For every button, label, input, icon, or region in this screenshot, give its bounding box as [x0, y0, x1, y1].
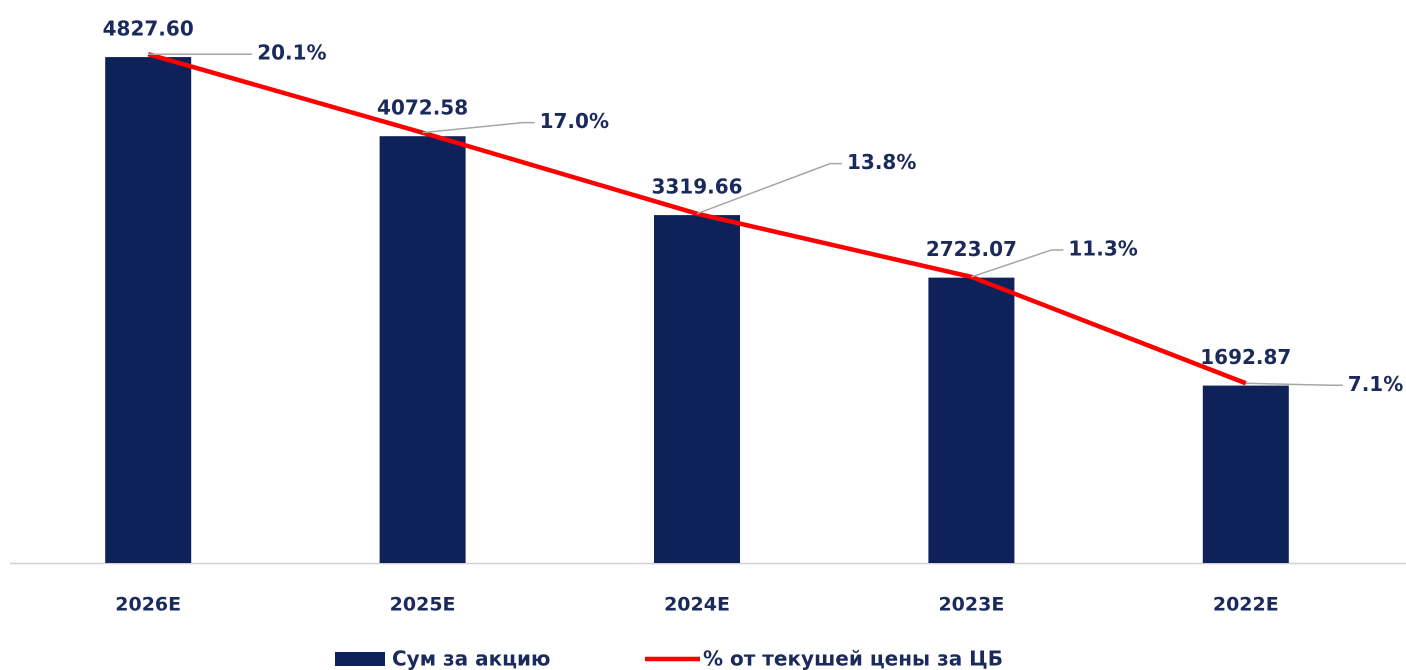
bar-value-label: 3319.66	[651, 175, 742, 199]
legend-label: % от текушей цены за ЦБ	[703, 647, 1003, 670]
x-tick-label: 2026E	[115, 594, 181, 616]
bar	[1202, 385, 1289, 563]
line-value-label: 20.1%	[257, 41, 326, 65]
x-tick-label: 2023E	[938, 594, 1004, 616]
bar	[105, 57, 192, 564]
line-value-label: 7.1%	[1348, 372, 1403, 396]
bar-value-label: 2723.07	[926, 237, 1017, 261]
bar-value-label: 1692.87	[1200, 345, 1291, 369]
leader-line	[696, 162, 842, 215]
leader-line	[1245, 382, 1343, 387]
line-value-label: 13.8%	[847, 150, 916, 174]
leader-line	[971, 249, 1064, 278]
legend-swatch	[335, 652, 385, 666]
x-tick-label: 2024E	[664, 594, 730, 616]
x-tick-label: 2022E	[1213, 594, 1279, 616]
line-value-label: 17.0%	[540, 109, 609, 133]
leader-line	[422, 121, 535, 134]
bar	[928, 277, 1015, 563]
line	[147, 52, 1247, 386]
bar-value-label: 4827.60	[103, 17, 194, 41]
bar-value-label: 4072.58	[377, 96, 468, 120]
bar	[654, 215, 740, 564]
bar	[379, 136, 466, 564]
legend-label: Сум за акцию	[392, 647, 550, 670]
line-value-label: 11.3%	[1068, 236, 1137, 260]
x-tick-label: 2025E	[390, 594, 456, 616]
